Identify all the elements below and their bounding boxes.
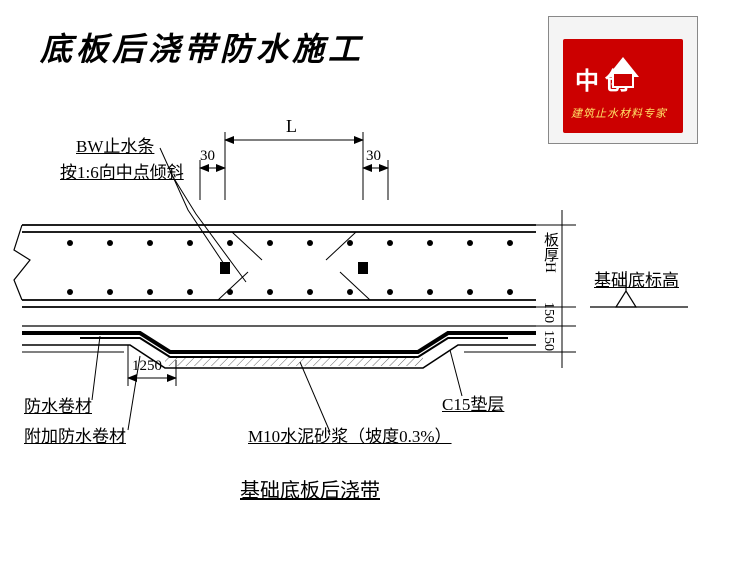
label-mortar: M10水泥砂浆（坡度0.3%） xyxy=(248,422,452,447)
label-bw-waterstop: BW止水条 xyxy=(76,132,154,157)
label-c15: C15垫层 xyxy=(442,390,504,415)
label-slope-note: 按1:6向中点倾斜 xyxy=(60,158,184,183)
label-waterproof-membrane: 防水卷材 xyxy=(24,392,92,417)
dim-L: L xyxy=(286,116,297,137)
figure-caption: 基础底板后浇带 xyxy=(240,474,380,503)
dim-30-right: 30 xyxy=(366,148,381,165)
dim-250: 1250 xyxy=(132,358,162,375)
vdim-slab-H: 板厚H xyxy=(540,232,561,273)
label-additional-membrane: 附加防水卷材 xyxy=(24,422,126,447)
vdim-150-a: 150 xyxy=(540,302,556,323)
dim-30-left: 30 xyxy=(200,148,215,165)
vdim-150-b: 150 xyxy=(540,330,556,351)
label-base-elevation: 基础底标高 xyxy=(594,266,679,291)
